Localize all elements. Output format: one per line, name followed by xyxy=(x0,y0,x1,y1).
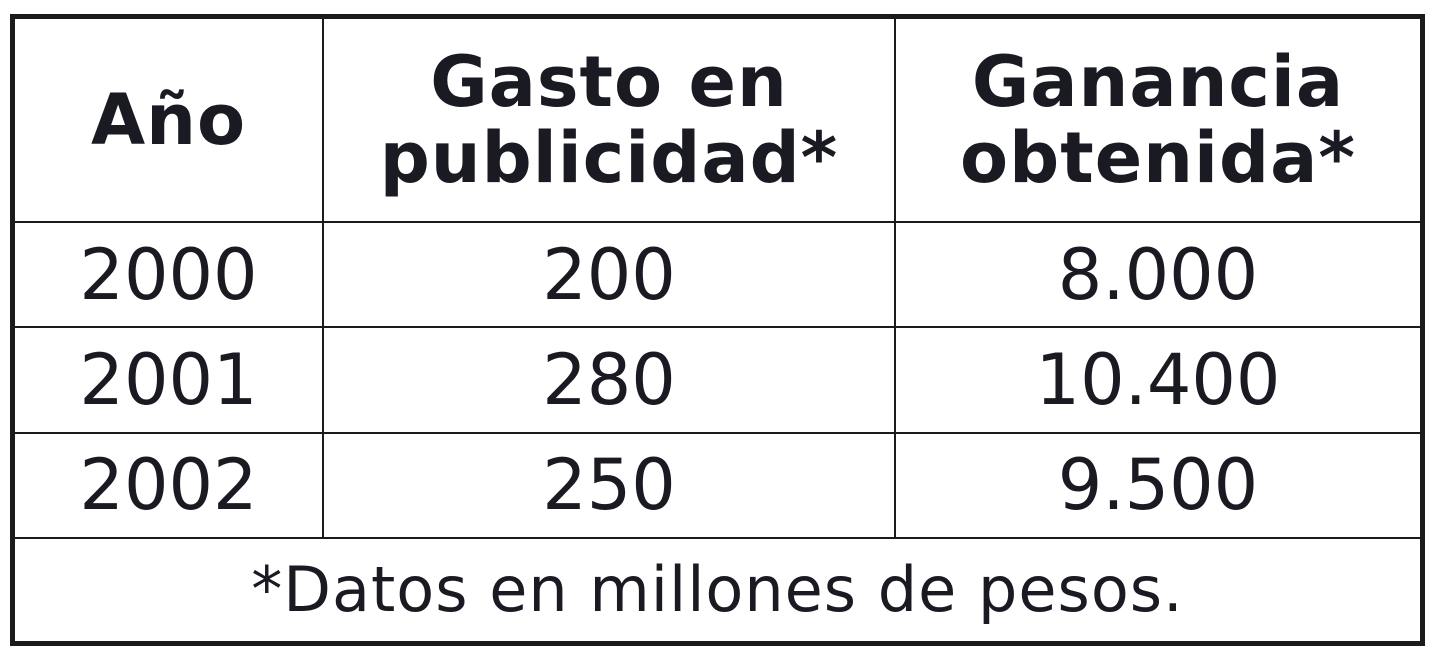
cell-profit: 8.000 xyxy=(894,221,1420,329)
header-row: Año Gasto en publicidad* Ganancia obteni… xyxy=(15,19,1420,224)
table-row: 2000 200 8.000 xyxy=(15,221,1420,329)
table-row: 2002 250 9.500 xyxy=(15,431,1420,539)
header-profit-line-2: obtenida* xyxy=(960,117,1356,200)
cell-profit: 10.400 xyxy=(894,326,1420,434)
data-table-frame: Año Gasto en publicidad* Ganancia obteni… xyxy=(10,14,1425,646)
cell-year: 2002 xyxy=(15,431,324,539)
header-profit: Ganancia obtenida* xyxy=(894,19,1420,224)
cell-advertising-spend: 200 xyxy=(322,221,896,329)
header-advertising-spend: Gasto en publicidad* xyxy=(322,19,896,224)
cell-advertising-spend: 280 xyxy=(322,326,896,434)
footnote: *Datos en millones de pesos. xyxy=(15,536,1420,641)
cell-year: 2000 xyxy=(15,221,324,329)
header-year: Año xyxy=(15,19,324,224)
table-row: 2001 280 10.400 xyxy=(15,326,1420,434)
header-year-label: Año xyxy=(90,79,247,162)
header-advertising-spend-line-2: publicidad* xyxy=(379,117,839,200)
header-advertising-spend-line-1: Gasto en xyxy=(430,41,788,124)
footnote-row: *Datos en millones de pesos. xyxy=(15,536,1420,641)
advertising-profit-table: Año Gasto en publicidad* Ganancia obteni… xyxy=(15,19,1420,641)
cell-advertising-spend: 250 xyxy=(322,431,896,539)
header-profit-line-1: Ganancia xyxy=(971,41,1345,124)
cell-year: 2001 xyxy=(15,326,324,434)
cell-profit: 9.500 xyxy=(894,431,1420,539)
